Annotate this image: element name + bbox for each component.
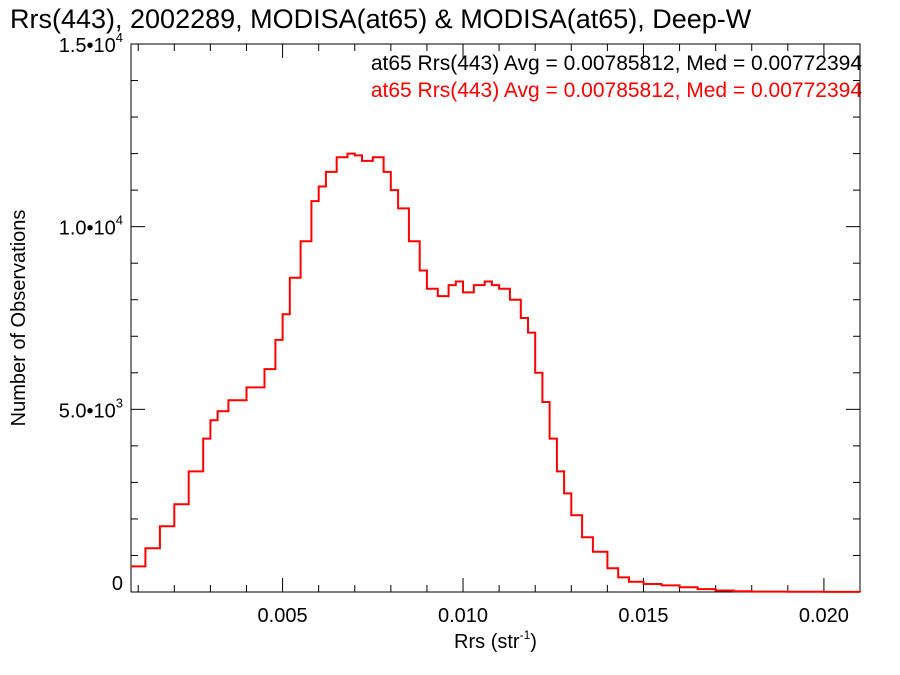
x-tick-label: 0.020	[799, 605, 849, 627]
x-tick-label: 0.010	[438, 605, 488, 627]
y-tick-label: 5.0•103	[59, 395, 123, 422]
y-tick-label: 1.5•104	[59, 30, 123, 57]
legend: at65 Rrs(443) Avg = 0.00785812, Med = 0.…	[371, 52, 862, 102]
x-axis: 0.005 0.010 0.015 0.020	[137, 44, 861, 627]
plot-frame	[130, 43, 861, 593]
x-axis-label-close: )	[530, 631, 537, 653]
x-axis-label-sup: -1	[520, 628, 531, 642]
x-axis-label: Rrs (str-1)	[454, 628, 537, 653]
series-line	[131, 152, 861, 593]
y-axis: 0 5.0•103 1.0•104 1.5•104	[59, 30, 860, 595]
chart-title: Rrs(443), 2002289, MODISA(at65) & MODISA…	[10, 4, 752, 34]
y-axis-label: Number of Observations	[8, 210, 30, 427]
x-axis-label-text: Rrs (str	[454, 631, 520, 653]
x-tick-label: 0.015	[618, 605, 668, 627]
legend-entry: at65 Rrs(443) Avg = 0.00785812, Med = 0.…	[371, 52, 862, 75]
legend-entry: at65 Rrs(443) Avg = 0.00785812, Med = 0.…	[371, 79, 862, 102]
y-tick-label: 1.0•104	[59, 213, 123, 240]
x-tick-label: 0.005	[258, 605, 308, 627]
y-tick-label: 0	[112, 573, 123, 595]
